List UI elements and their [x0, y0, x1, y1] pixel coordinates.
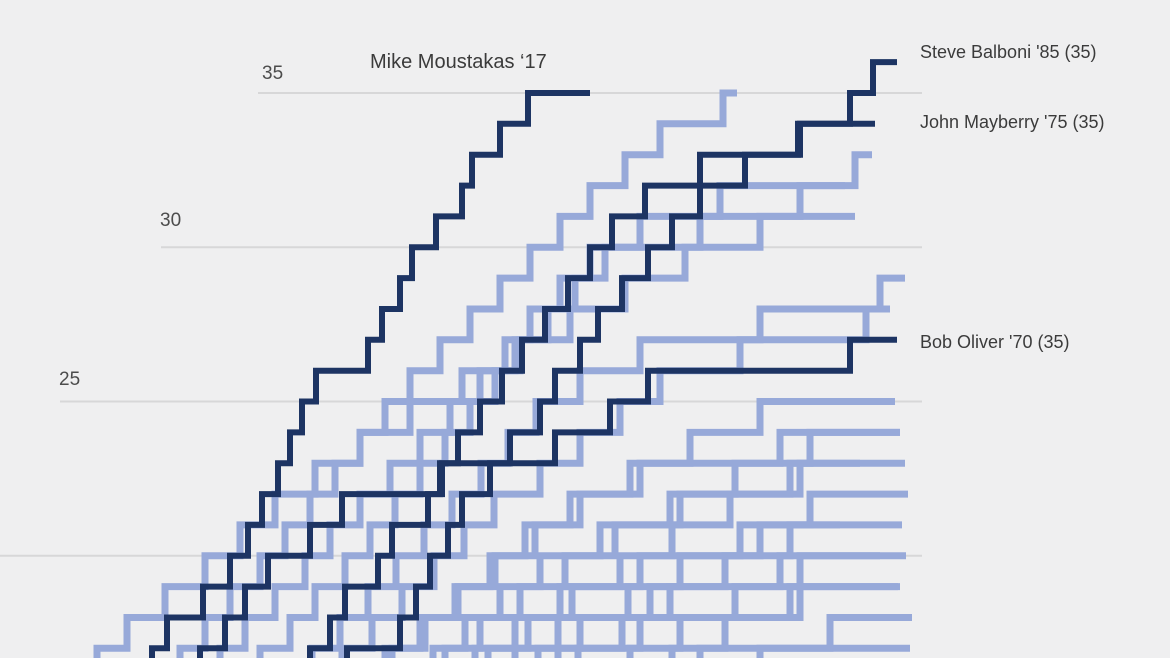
- series-line-background-series-18: [574, 521, 902, 658]
- series-label-mayberry: John Mayberry '75 (35): [920, 112, 1105, 132]
- series-line-background-series-16: [484, 459, 905, 658]
- series-line-john-mayberry-75: [307, 120, 875, 658]
- series-line-background-series-13: [696, 614, 912, 658]
- series-line-background-series-1: [176, 89, 737, 658]
- series-line-steve-balboni-85: [344, 59, 897, 658]
- series-line-background-series-15: [441, 428, 900, 658]
- series-line-background-series-14: [381, 398, 895, 658]
- y-axis-tick-35: 35: [262, 63, 284, 84]
- series-line-background-series-2: [216, 151, 872, 658]
- series-line-bob-oliver-70: [197, 336, 897, 658]
- series-label-balboni: Steve Balboni '85 (35): [920, 42, 1097, 62]
- y-axis-tick-25: 25: [59, 369, 81, 390]
- series-line-mike-moustakas-17: [149, 90, 590, 658]
- series-label-oliver: Bob Oliver '70 (35): [920, 332, 1070, 352]
- series-line-background-series-19: [626, 552, 906, 658]
- series-line-background-series-11: [756, 644, 910, 658]
- series-line-background-series-8: [471, 521, 840, 658]
- series-line-background-series-20: [668, 583, 898, 658]
- series-line-background-series-4: [308, 274, 905, 658]
- series-line-background-series-10: [554, 583, 900, 658]
- y-axis-tick-30: 30: [160, 210, 182, 231]
- series-label-moustakas: Mike Moustakas ‘17: [370, 51, 547, 73]
